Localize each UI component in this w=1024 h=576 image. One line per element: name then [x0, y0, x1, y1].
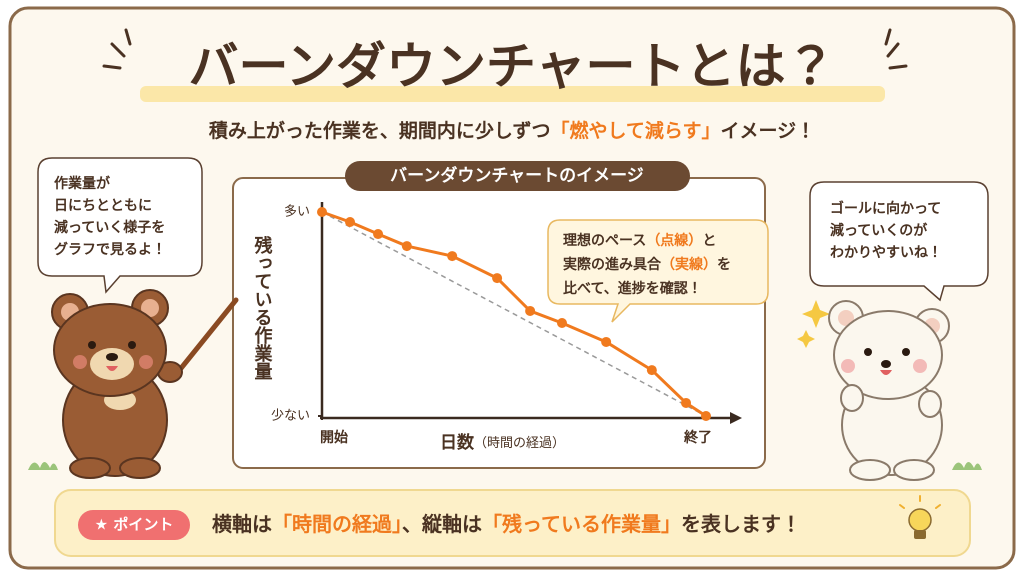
point-text: 横軸は「時間の経過」、縦軸は「残っている作業量」を表します！: [212, 512, 801, 536]
subtitle-part: イメージ！: [721, 120, 816, 142]
white-bear: [797, 300, 982, 481]
callout-line: 比べて、進捗を確認！: [563, 280, 702, 297]
point-part: 横軸は: [212, 512, 272, 536]
callout-highlight: （点線）: [646, 232, 702, 249]
bubble-line: 減っていく様子を: [54, 219, 165, 236]
light-bulb: [899, 495, 941, 539]
data-point: [401, 241, 412, 252]
x-axis-note: （時間の経過）: [474, 436, 565, 451]
data-point: [373, 229, 384, 240]
data-point: [525, 305, 536, 316]
title-accents: [102, 28, 908, 70]
actual-line: [321, 210, 707, 418]
subtitle-part: 積み上がった作業を、期間内に少しずつ: [209, 119, 551, 142]
data-point: [701, 411, 711, 421]
subtitle-highlight: 「燃やして減らす」: [550, 119, 720, 142]
title-highlight: [140, 86, 885, 102]
point-badge: [78, 510, 190, 540]
x-axis-arrow: [730, 412, 742, 424]
bubble-line: ゴールに向かって: [830, 200, 941, 217]
data-point: [492, 273, 503, 284]
callout-part: を: [717, 257, 731, 273]
y-tick-label: 多い: [284, 205, 310, 220]
data-point: [447, 251, 458, 262]
bubble-line: 作業量が: [54, 175, 111, 192]
y-axis-label: 残っている作業量: [252, 235, 274, 380]
subtitle: 積み上がった作業を、期間内に少しずつ「燃やして減らす」イメージ！: [209, 119, 815, 142]
point-badge-text: ★ ポイント: [95, 516, 174, 534]
speech-bubble: [809, 181, 989, 302]
callout-part: 理想のペース: [563, 232, 646, 249]
point-panel: [54, 489, 971, 557]
x-axis-title: 日数: [440, 432, 475, 453]
bubble-line: わかりやすいね！: [830, 245, 942, 261]
speech-bubble: [37, 157, 203, 294]
point-part: 、縦軸は: [402, 512, 482, 536]
callout-part: 比べて、進捗を確認！: [563, 280, 702, 297]
title: バーンダウンチャートとは？: [189, 38, 836, 96]
callout-line: 実際の進み具合（実線）を: [563, 256, 731, 273]
chart-title: バーンダウンチャートのイメージ: [390, 165, 644, 186]
data-point: [557, 317, 567, 328]
chart-title-pill: [345, 161, 690, 191]
y-tick-label: 少ない: [271, 409, 310, 424]
data-point: [681, 397, 692, 408]
x-tick-label: 開始: [320, 429, 348, 446]
callout-highlight: （実線）: [661, 256, 717, 273]
point-part: を表します！: [681, 512, 801, 536]
data-point: [317, 207, 327, 217]
brown-bear: [28, 289, 239, 479]
bubble-line: 日にちとともに: [54, 198, 152, 214]
callout-part: と: [702, 233, 716, 249]
data-point: [345, 216, 356, 227]
bubble-line: 減っていくのが: [830, 222, 928, 239]
ideal-line: [321, 211, 707, 417]
callout-part: 実際の進み具合: [563, 256, 662, 273]
callout: [547, 219, 769, 323]
callout-line: 理想のペース（点線）と: [563, 232, 716, 249]
x-axis-label: 日数（時間の経過）: [440, 432, 565, 453]
x-tick-label: 終了: [683, 429, 712, 446]
point-highlight: 「時間の経過」: [272, 512, 402, 536]
point-highlight: 「残っている作業量」: [482, 512, 681, 536]
data-point: [646, 365, 657, 376]
data-point: [601, 336, 612, 347]
bubble-line: グラフで見るよ！: [54, 241, 166, 258]
